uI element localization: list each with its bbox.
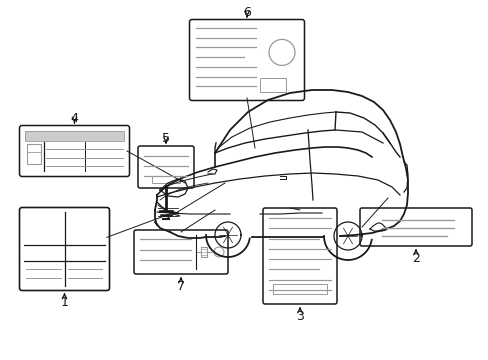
FancyBboxPatch shape — [359, 208, 471, 246]
Bar — [272, 284, 326, 294]
FancyBboxPatch shape — [263, 208, 336, 304]
FancyBboxPatch shape — [134, 230, 227, 274]
Bar — [152, 176, 180, 183]
Text: 3: 3 — [295, 310, 304, 323]
Text: 5: 5 — [162, 131, 170, 144]
Text: 7: 7 — [177, 279, 184, 292]
Text: 2: 2 — [411, 252, 419, 265]
Bar — [260, 78, 285, 92]
Text: 4: 4 — [70, 112, 78, 125]
Bar — [25, 131, 124, 141]
FancyBboxPatch shape — [189, 19, 304, 100]
Bar — [27, 144, 41, 164]
FancyBboxPatch shape — [20, 126, 129, 176]
Text: 1: 1 — [61, 296, 68, 309]
Text: 6: 6 — [243, 5, 250, 18]
Bar — [25, 131, 124, 141]
FancyBboxPatch shape — [20, 207, 109, 291]
Circle shape — [214, 247, 224, 257]
FancyBboxPatch shape — [138, 146, 194, 188]
Circle shape — [268, 39, 294, 66]
